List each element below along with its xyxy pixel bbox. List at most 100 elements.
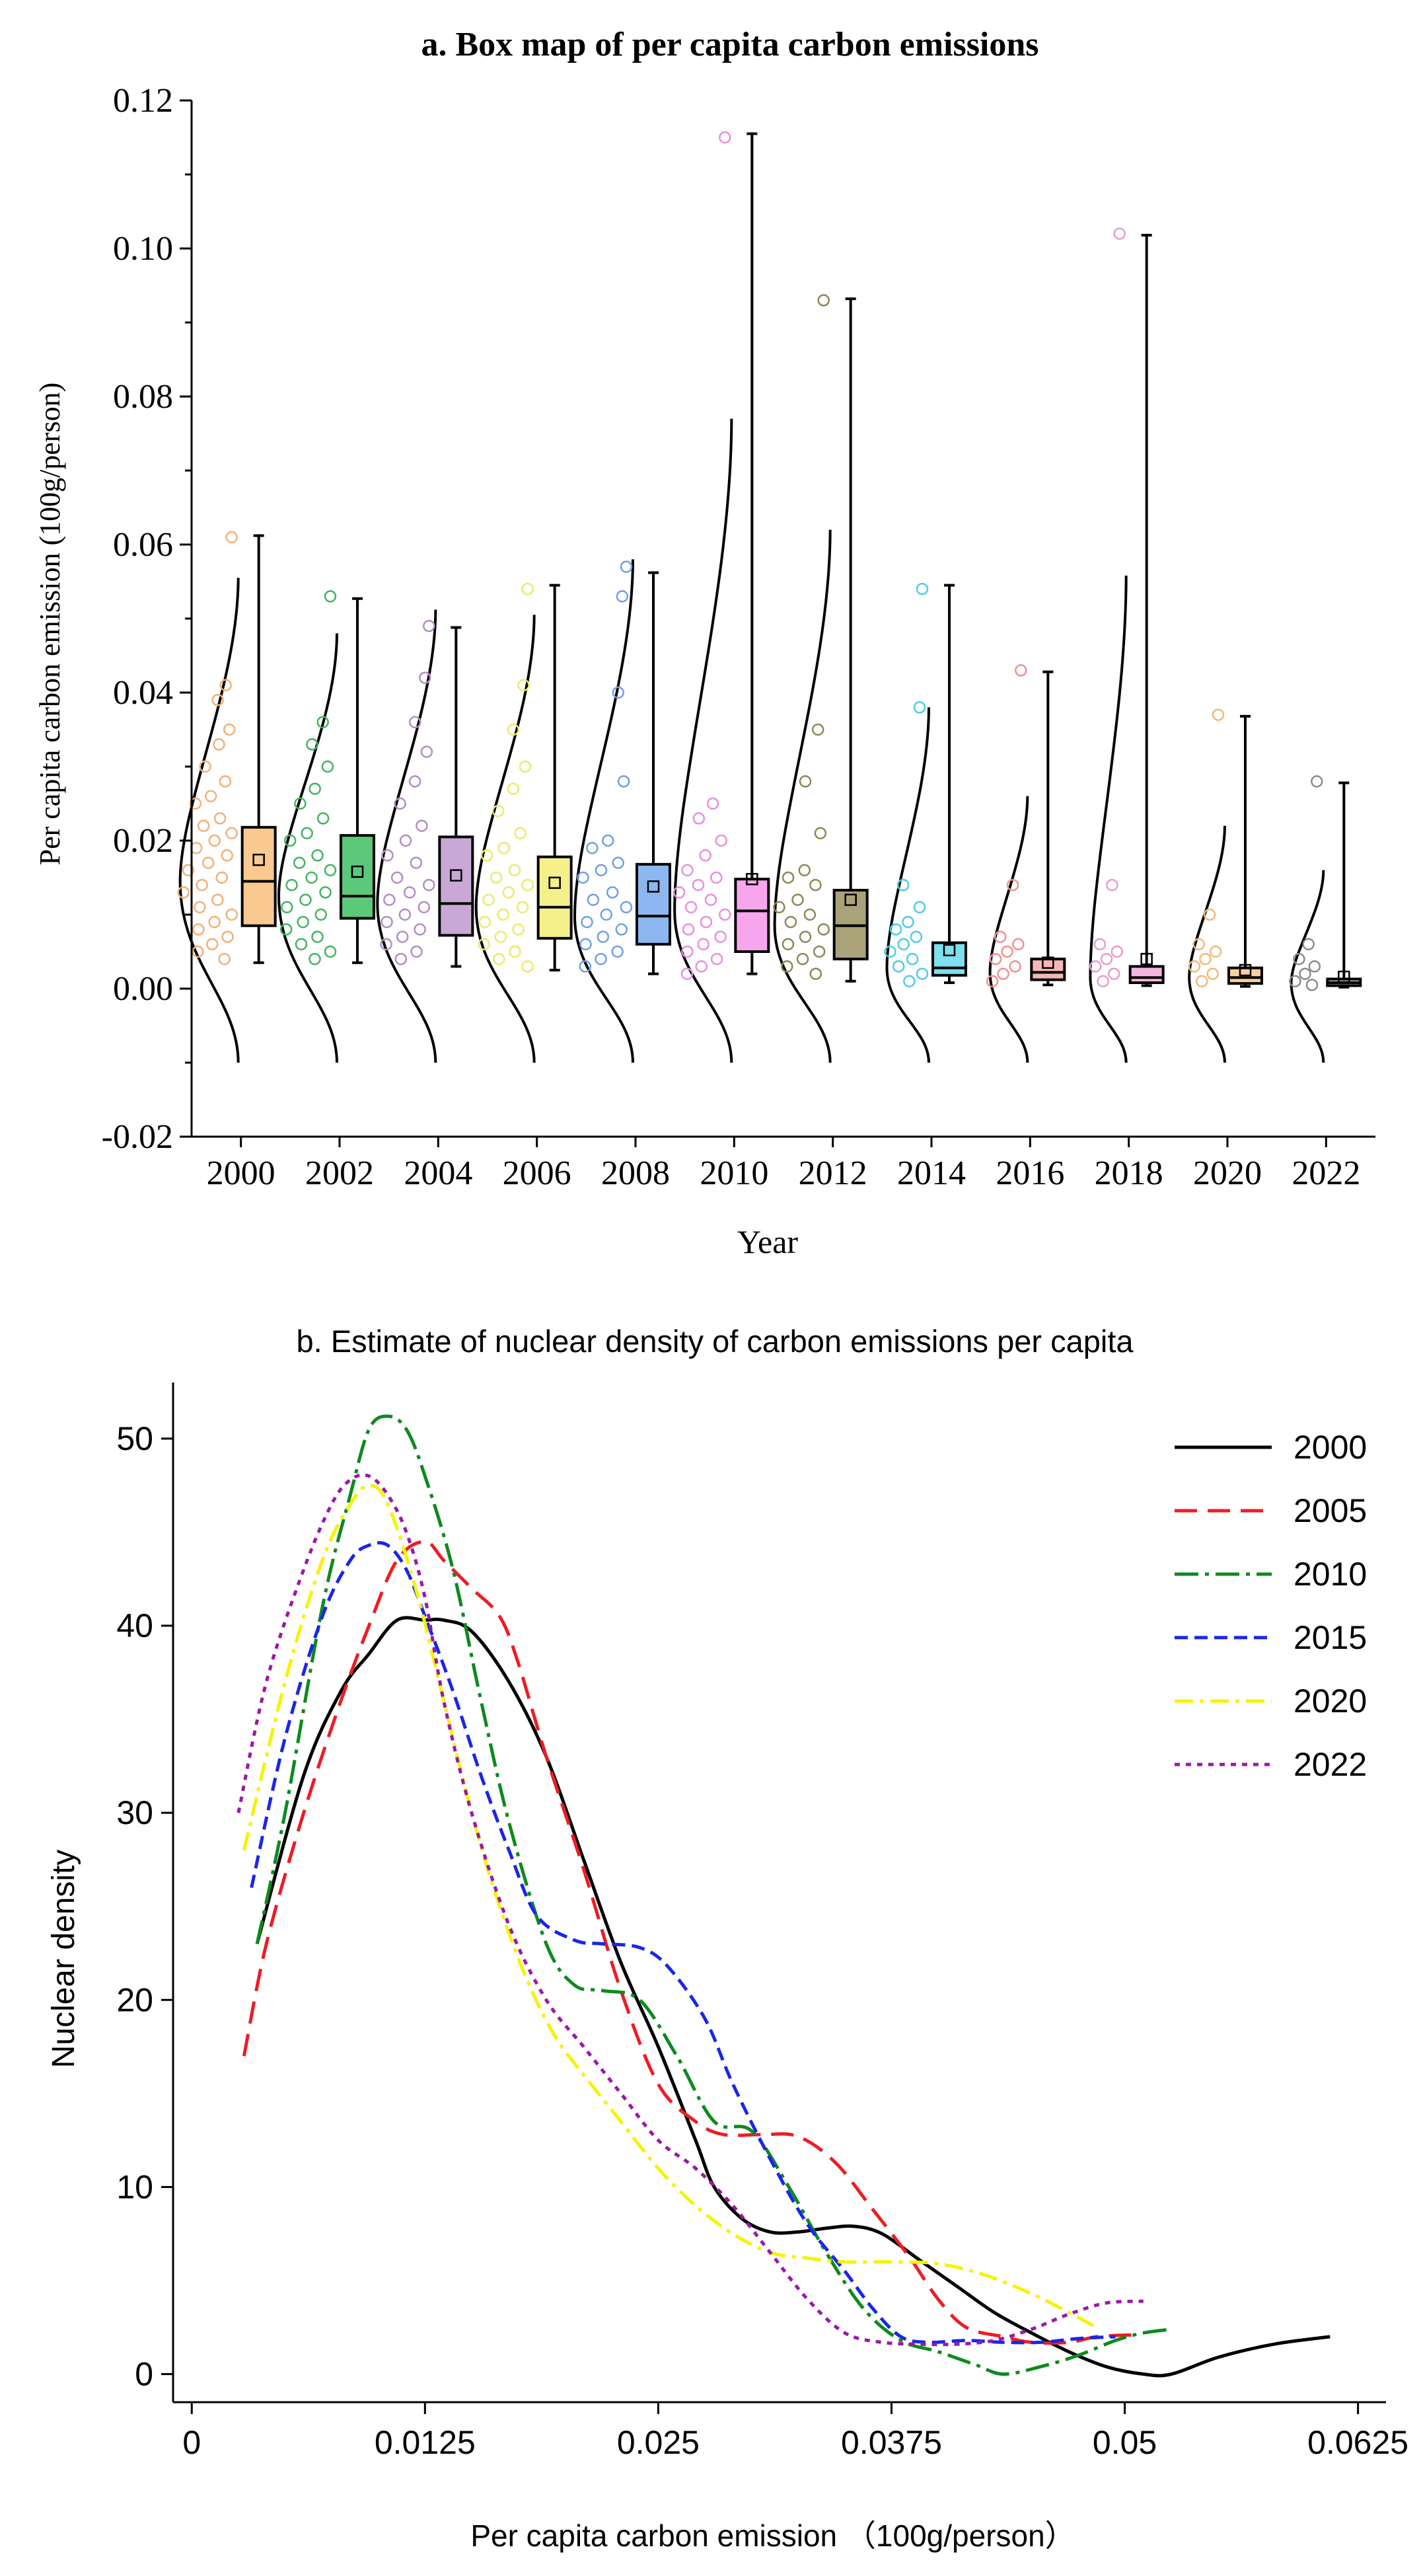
mean-marker-2014	[943, 944, 956, 957]
scatter-point-2002	[306, 738, 318, 751]
scatter-point-2010	[684, 901, 698, 914]
scatter-point-2008	[586, 841, 599, 854]
scatter-point-2014	[913, 901, 926, 914]
scatter-point-2010	[682, 923, 695, 936]
x-tick-label: 0.0625	[1307, 2424, 1408, 2461]
scatter-point-2000	[213, 738, 225, 751]
scatter-point-2014	[889, 923, 902, 936]
y-tick-label: 50	[116, 1420, 153, 1457]
scatter-point-2000	[204, 790, 217, 803]
scatter-point-2004	[423, 878, 435, 891]
scatter-point-2010	[719, 131, 731, 144]
mean-marker-2004	[450, 869, 462, 882]
scatter-point-2002	[293, 856, 306, 869]
scatter-point-2006	[516, 901, 529, 914]
x-tick-label: 0	[182, 2424, 201, 2461]
scatter-point-2004	[380, 938, 392, 951]
scatter-point-2014	[916, 582, 929, 595]
scatter-point-2000	[225, 827, 238, 840]
density-curve-2016	[988, 796, 1029, 1063]
scatter-point-2004	[403, 886, 416, 899]
x-tick-label-2020: 2020	[1193, 1155, 1262, 1192]
scatter-point-2008	[577, 871, 589, 884]
scatter-point-2012	[814, 827, 827, 840]
scatter-point-2020	[1188, 960, 1201, 973]
scatter-point-2002	[316, 812, 330, 825]
scatter-point-2000	[192, 923, 205, 936]
box-2004	[438, 835, 474, 937]
scatter-point-2020	[1203, 908, 1216, 921]
scatter-point-2020	[1212, 708, 1225, 721]
scatter-point-2010	[710, 952, 723, 966]
scatter-point-2020	[1209, 945, 1222, 958]
scatter-point-2002	[299, 893, 312, 906]
y-tick-label: 10	[116, 2168, 153, 2205]
chart-a-title: a. Box map of per capita carbon emission…	[421, 26, 1038, 63]
scatter-point-2004	[409, 716, 421, 729]
box-chart-a: a. Box map of per capita carbon emission…	[34, 26, 1375, 1260]
mean-marker-2020	[1239, 964, 1252, 977]
density-curve-2006	[474, 615, 536, 1063]
legend-label-2022: 2022	[1293, 1746, 1367, 1783]
scatter-point-2008	[600, 908, 613, 921]
scatter-point-2012	[773, 901, 785, 914]
scatter-point-2008	[581, 915, 593, 928]
scatter-point-2010	[699, 849, 711, 862]
chart-b-xlabel: Per capita carbon emission （100g/person）	[470, 2519, 1075, 2553]
scatter-point-2018	[1089, 960, 1102, 973]
mean-marker-2000	[252, 853, 265, 866]
scatter-point-2004	[414, 923, 426, 936]
scatter-point-2016	[1001, 945, 1013, 958]
scatter-point-2014	[896, 878, 910, 891]
scatter-point-2000	[211, 893, 224, 906]
scatter-point-2004	[419, 671, 431, 684]
scatter-point-2010	[681, 945, 694, 958]
scatter-point-2002	[314, 908, 328, 921]
scatter-point-2010	[714, 930, 727, 943]
scatter-point-2004	[410, 945, 423, 958]
scatter-point-2006	[507, 723, 520, 736]
scatter-point-2010	[704, 893, 717, 906]
scatter-point-2012	[796, 952, 809, 966]
legend-label-2000: 2000	[1293, 1429, 1367, 1466]
scatter-point-2002	[281, 901, 293, 914]
scatter-point-2000	[208, 915, 221, 928]
scatter-point-2022	[1299, 967, 1311, 980]
x-tick-label-2008: 2008	[601, 1155, 670, 1192]
scatter-point-2002	[285, 878, 298, 891]
scatter-point-2002	[324, 945, 337, 958]
legend-label-2020: 2020	[1293, 1683, 1367, 1720]
y-tick-label: 0.10	[113, 230, 173, 268]
scatter-point-2000	[211, 693, 224, 706]
chart-a-content	[177, 131, 1362, 1063]
mean-marker-2002	[351, 865, 364, 878]
x-tick-label-2012: 2012	[799, 1155, 867, 1192]
scatter-point-2002	[279, 923, 293, 936]
scatter-point-2000	[221, 849, 234, 862]
scatter-point-2000	[199, 760, 211, 773]
box-2006	[536, 855, 573, 940]
density-line-2020	[242, 1484, 1098, 2330]
y-tick-label: -0.02	[102, 1118, 173, 1156]
scatter-point-2006	[521, 960, 534, 973]
scatter-point-2004	[420, 745, 433, 758]
scatter-point-2000	[201, 856, 215, 869]
scatter-point-2008	[611, 945, 624, 958]
scatter-point-2002	[321, 760, 334, 773]
mean-marker-2012	[844, 893, 857, 906]
chart-a-ylabel: Per capita carbon emission (100g/person)	[34, 383, 66, 866]
scatter-point-2006	[521, 878, 534, 891]
scatter-point-2018	[1108, 967, 1120, 980]
legend-label-2010: 2010	[1293, 1556, 1367, 1593]
scatter-point-2016	[1006, 878, 1019, 891]
y-tick-label: 0.12	[113, 82, 173, 120]
box-2016	[1030, 958, 1066, 981]
scatter-point-2000	[218, 952, 231, 966]
chart-b-axes: 0 10 20 30 40 50 0 0.0125 0.025 0.0375 0.05 0.0625	[116, 1383, 1408, 2461]
scatter-point-2020	[1195, 975, 1208, 988]
scatter-point-2002	[311, 930, 324, 943]
scatter-point-2000	[208, 834, 221, 847]
scatter-point-2002	[324, 864, 337, 877]
scatter-point-2004	[423, 619, 435, 632]
x-tick-label: 0.0375	[841, 2424, 942, 2461]
